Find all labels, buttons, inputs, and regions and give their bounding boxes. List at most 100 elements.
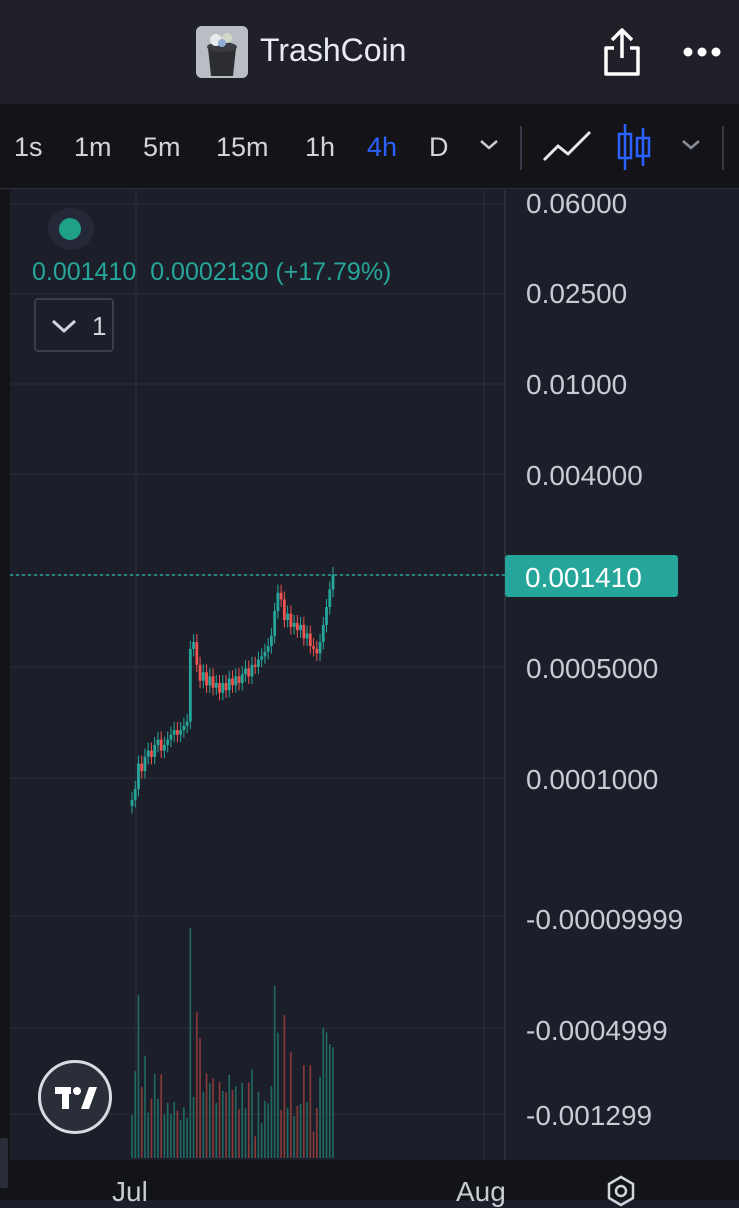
volume-bar [163,1114,166,1158]
candle-body [276,592,280,612]
candle-body [318,642,322,654]
volume-bar [247,1082,250,1158]
interval-1m[interactable]: 1m [74,132,112,162]
volume-bar [238,1109,240,1158]
collapse-indicators-button[interactable]: 1 [34,298,114,352]
coin-avatar [196,26,248,78]
volume-bar [144,1055,146,1158]
candle-body [289,613,293,627]
volume-bar [131,1114,133,1158]
candlestick-chart[interactable] [10,190,739,1160]
candles-icon[interactable] [616,122,652,172]
candle-body [227,678,231,691]
candle-body [244,668,247,675]
volume-bar [244,1108,247,1158]
candle-body [166,739,170,745]
candle-body [224,682,228,691]
chart-left-edge [0,190,10,1160]
volume-bar [332,1047,334,1158]
candle-body [240,674,244,683]
candle-body [263,651,267,657]
volume-bar [315,1108,318,1158]
volume-bar [176,1110,179,1158]
header-bar: TrashCoin [0,0,739,104]
scroll-handle[interactable] [0,1138,8,1188]
volume-bar [189,928,192,1158]
legend-values: 0.001410 0.0002130 (+17.79%) [32,258,391,287]
current-price-badge: 0.001410 [505,555,678,597]
volume-bar [267,1103,269,1158]
candle-body [143,756,147,772]
candle-body [214,682,218,688]
volume-bar [257,1091,260,1158]
interval-1h[interactable]: 1h [305,132,336,162]
candle-body [188,648,192,722]
candle-body [156,739,160,745]
volume-bar [283,1015,286,1158]
volume-bar [296,1106,299,1158]
more-options-icon[interactable] [682,40,722,64]
candle-body [169,734,173,740]
interval-d[interactable]: D [429,132,449,162]
candle-body [175,730,179,735]
volume-bar [234,1086,237,1158]
candle-body [198,664,202,681]
volume-bar [322,1027,325,1158]
interval-15m[interactable]: 15m [216,132,269,162]
page-title: TrashCoin [260,32,407,68]
chart-pane[interactable] [10,190,739,1160]
volume-bar [290,1052,292,1158]
volume-bar [293,1115,295,1158]
volume-bar [160,1074,162,1158]
candle-body [302,624,306,639]
candle-body [295,622,299,631]
candle-body [179,730,183,735]
interval-dropdown-chevron-icon[interactable] [478,138,500,152]
candle-body [282,599,286,620]
candle-body [247,668,251,677]
price-axis-label: -0.00009999 [526,904,684,935]
volume-bar [215,1102,218,1158]
candle-body [130,800,134,806]
volume-bar [299,1103,302,1158]
interval-4h[interactable]: 4h [367,132,398,162]
candle-body [305,633,309,639]
settings-icon[interactable] [604,1174,638,1208]
tradingview-logo-icon[interactable] [38,1060,112,1134]
price-axis-label: -0.001299 [526,1100,653,1131]
interval-5m[interactable]: 5m [143,132,181,162]
candle-body [234,676,238,686]
volume-bar [186,1117,188,1158]
share-icon[interactable] [600,26,644,78]
candle-body [250,664,254,677]
volume-bar [179,1119,182,1158]
candle-body [208,676,212,686]
candle-body [286,613,290,620]
candle-body [133,789,137,800]
volume-bar [273,985,276,1158]
volume-bar [260,1122,263,1158]
candle-body [221,682,225,693]
volume-bar [309,1065,312,1158]
toolbar-divider [520,126,522,170]
candle-body [195,642,199,665]
volume-bar [325,1032,328,1158]
price-axis-label: 0.06000 [526,188,628,219]
interval-1s[interactable]: 1s [14,132,43,162]
volume-bar [205,1073,208,1158]
candle-body [159,739,163,751]
volume-bar [225,1092,227,1158]
legend-change-pct: (+17.79%) [275,258,392,286]
line-chart-icon[interactable] [540,126,594,166]
volume-bar [306,1101,308,1158]
candle-body [185,721,189,726]
toolbar-divider [722,126,724,170]
chart-style-dropdown-chevron-icon[interactable] [680,138,702,152]
volume-bar [137,995,140,1158]
candle-body [201,672,205,681]
price-axis-label: -0.0004999 [526,1015,668,1046]
candle-body [237,676,241,683]
candle-body [325,606,328,625]
candle-body [163,744,166,751]
price-axis-label: 0.0005000 [526,653,659,684]
